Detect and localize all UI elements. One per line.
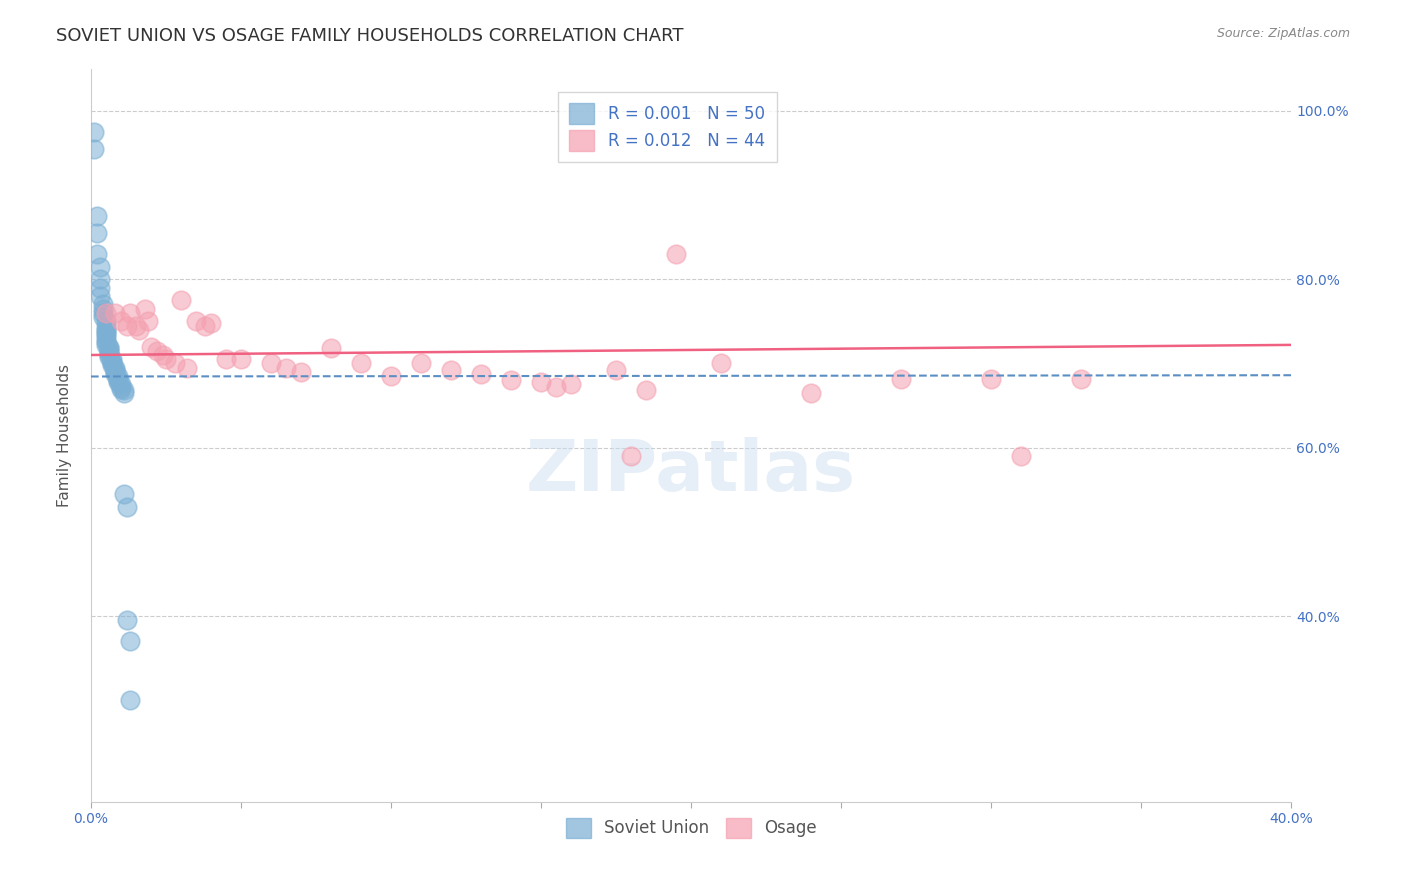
Point (86, 209, 108, 223)
Point (152, 348, 174, 362)
Point (290, 365, 312, 379)
Point (194, 318, 217, 333)
Point (101, 356, 124, 370)
Point (115, 500, 138, 514)
Point (112, 385, 135, 400)
Point (274, 360, 297, 375)
Point (200, 316, 222, 330)
Y-axis label: Family Households: Family Households (58, 364, 72, 507)
Point (184, 314, 207, 328)
Point (800, 385, 823, 400)
Point (215, 352, 238, 367)
Point (229, 352, 252, 367)
Text: ZIPatlas: ZIPatlas (526, 437, 856, 506)
Point (546, 380, 568, 394)
Point (560, 377, 582, 392)
Point (94, 323, 117, 337)
Point (107, 371, 129, 385)
Point (107, 373, 129, 387)
Point (134, 301, 156, 316)
Point (94, 333, 117, 347)
Point (104, 360, 127, 375)
Point (83, 125, 105, 139)
Point (146, 343, 169, 358)
Point (710, 356, 733, 370)
Point (94, 335, 117, 350)
Point (118, 306, 141, 320)
Point (170, 293, 193, 308)
Point (176, 360, 198, 375)
Point (89, 289, 111, 303)
Point (89, 272, 111, 286)
Point (125, 318, 148, 333)
Point (115, 318, 138, 333)
Point (112, 487, 135, 501)
Point (104, 365, 127, 379)
Point (91, 306, 114, 320)
Point (104, 363, 127, 377)
Point (380, 369, 402, 384)
Point (620, 449, 643, 463)
Point (104, 367, 127, 381)
Point (86, 247, 108, 261)
Point (530, 375, 553, 389)
Point (136, 314, 159, 328)
Point (94, 326, 117, 341)
Point (94, 306, 117, 320)
Point (97, 341, 120, 355)
Point (890, 371, 912, 385)
Point (86, 226, 108, 240)
Legend: Soviet Union, Osage: Soviet Union, Osage (560, 811, 824, 845)
Point (101, 352, 124, 367)
Point (440, 363, 463, 377)
Point (112, 384, 135, 398)
Point (97, 340, 120, 354)
Point (110, 382, 132, 396)
Point (107, 369, 129, 384)
Point (605, 363, 627, 377)
Point (94, 338, 117, 352)
Point (97, 345, 120, 359)
Point (1070, 371, 1092, 385)
Point (118, 634, 141, 648)
Point (101, 355, 124, 369)
Point (107, 375, 129, 389)
Point (94, 318, 117, 333)
Point (636, 384, 658, 398)
Text: Source: ZipAtlas.com: Source: ZipAtlas.com (1216, 27, 1350, 40)
Point (499, 373, 522, 387)
Point (118, 693, 141, 707)
Point (470, 367, 492, 381)
Point (89, 260, 111, 274)
Point (91, 297, 114, 311)
Point (97, 350, 120, 364)
Point (115, 614, 138, 628)
Point (350, 356, 373, 370)
Point (94, 314, 117, 328)
Point (94, 325, 117, 339)
Text: SOVIET UNION VS OSAGE FAMILY HOUSEHOLDS CORRELATION CHART: SOVIET UNION VS OSAGE FAMILY HOUSEHOLDS … (56, 27, 683, 45)
Point (665, 247, 688, 261)
Point (97, 343, 120, 358)
Point (319, 341, 342, 355)
Point (163, 356, 186, 370)
Point (128, 323, 150, 337)
Point (260, 356, 283, 370)
Point (155, 352, 177, 367)
Point (97, 348, 120, 362)
Point (89, 280, 111, 294)
Point (91, 310, 114, 324)
Point (110, 380, 132, 394)
Point (110, 314, 132, 328)
Point (91, 301, 114, 316)
Point (980, 371, 1002, 385)
Point (104, 306, 127, 320)
Point (83, 142, 105, 156)
Point (110, 377, 132, 392)
Point (101, 358, 124, 372)
Point (409, 356, 432, 370)
Point (139, 340, 162, 354)
Point (1010, 449, 1032, 463)
Point (94, 329, 117, 343)
